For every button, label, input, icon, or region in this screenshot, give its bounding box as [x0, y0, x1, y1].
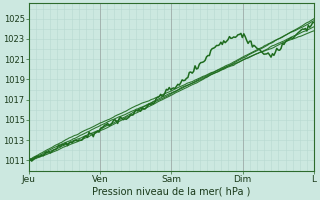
X-axis label: Pression niveau de la mer( hPa ): Pression niveau de la mer( hPa ): [92, 187, 251, 197]
